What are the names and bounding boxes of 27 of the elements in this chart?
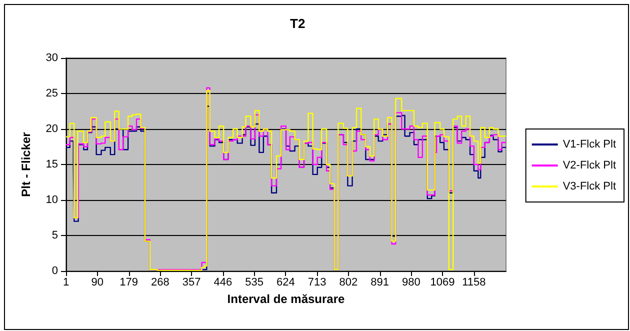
legend-label: V2-Flck Plt — [562, 160, 616, 172]
x-tick-label: 446 — [214, 276, 232, 288]
y-tick-label: 20 — [46, 123, 58, 135]
y-tick-label: 0 — [52, 265, 58, 277]
y-tick-label: 30 — [46, 52, 58, 64]
x-tick-label: 1 — [62, 276, 70, 288]
y-tick-label: 15 — [46, 158, 58, 170]
x-tick-label: 90 — [91, 276, 104, 288]
x-tick-label: 891 — [370, 276, 389, 288]
x-tick-label: 980 — [402, 276, 420, 288]
y-axis-title: Plt - Flicker — [19, 132, 33, 197]
x-tick-label: 1069 — [430, 276, 455, 288]
y-tick-label: 5 — [52, 230, 58, 242]
x-tick-label: 713 — [308, 276, 326, 288]
legend-label: V3-Flck Plt — [562, 180, 616, 192]
x-axis-title: Interval de măsurare — [227, 292, 346, 306]
y-tick-label: 10 — [46, 194, 58, 206]
x-tick-label: 624 — [276, 276, 295, 288]
x-tick-label: 1158 — [462, 276, 486, 288]
y-tick-label: 25 — [46, 88, 58, 100]
x-tick-label: 802 — [339, 276, 358, 288]
x-tick-label: 179 — [120, 276, 138, 288]
x-tick-label: 268 — [150, 276, 170, 288]
chart-title: T2 — [290, 16, 306, 31]
x-tick-label: 357 — [182, 276, 201, 288]
legend-label: V1-Flck Plt — [562, 138, 616, 150]
x-tick-label: 535 — [245, 276, 264, 288]
